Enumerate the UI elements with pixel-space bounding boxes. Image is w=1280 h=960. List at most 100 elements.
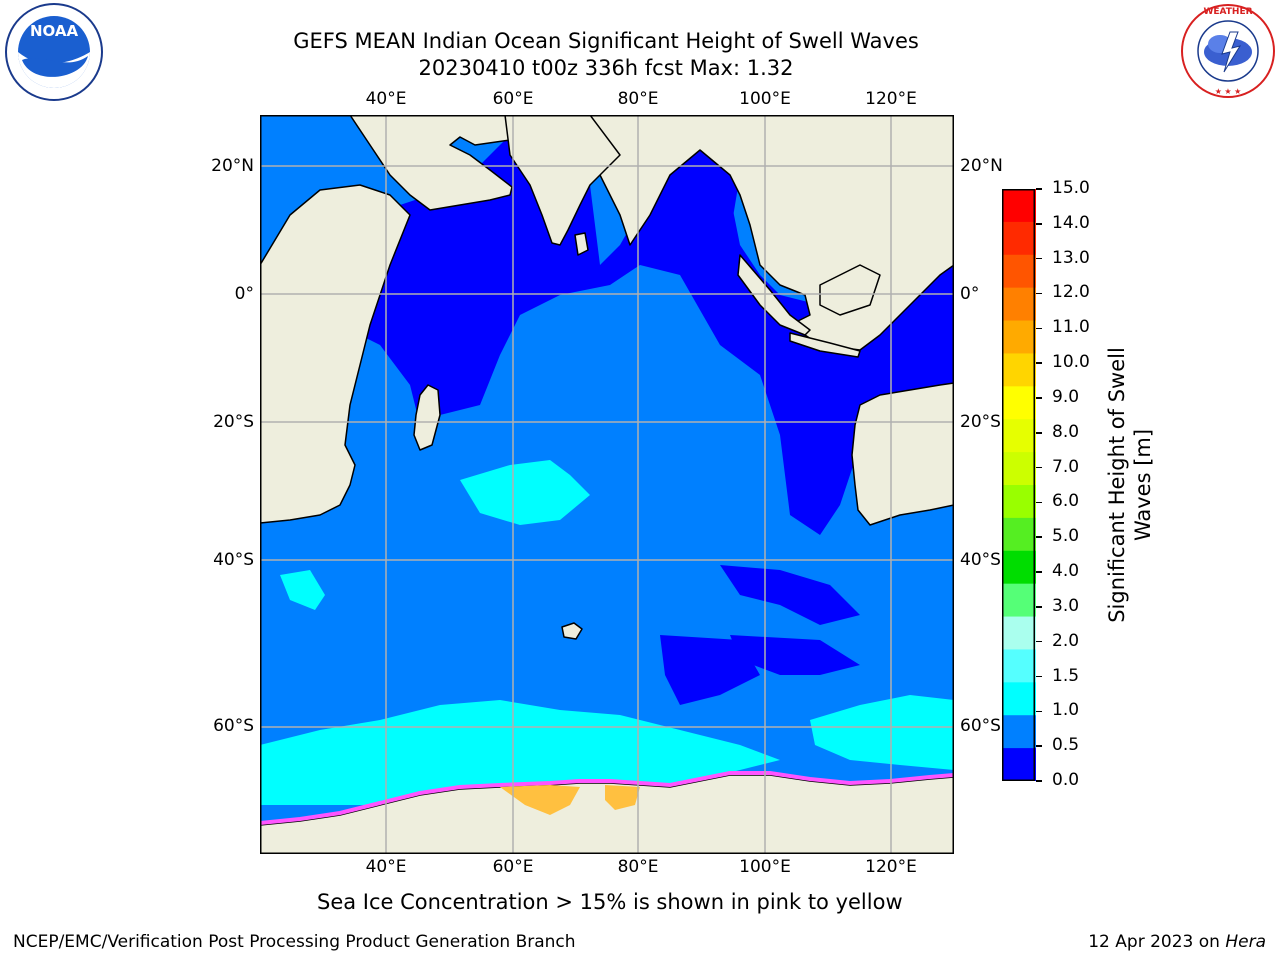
colorbar-tick-mark bbox=[1036, 780, 1042, 782]
lon-label-bottom: 120°E bbox=[865, 857, 917, 877]
lat-label-right: 20°N bbox=[960, 156, 1003, 176]
colorbar-tick-mark bbox=[1036, 466, 1042, 469]
colorbar-tick-label: 11.0 bbox=[1052, 317, 1090, 338]
high-swell-central bbox=[460, 460, 590, 525]
svg-text:WEATHER: WEATHER bbox=[1203, 7, 1252, 17]
colorbar-cell bbox=[1002, 287, 1036, 322]
map-frame bbox=[260, 115, 954, 854]
footer-date-text: 12 Apr 2023 on bbox=[1088, 932, 1226, 952]
colorbar-tick-mark bbox=[1036, 640, 1042, 643]
arabia-africa bbox=[260, 115, 954, 351]
lat-label-right: 40°S bbox=[960, 550, 1001, 570]
sea-ice-yellow bbox=[500, 785, 580, 815]
lon-label-bottom: 60°E bbox=[492, 857, 534, 877]
colorbar-tick-label: 1.5 bbox=[1052, 665, 1080, 686]
kerguelen bbox=[561, 622, 583, 640]
colorbar-label-line1: Significant Height of Swell bbox=[1105, 347, 1129, 623]
footer-branch: NCEP/EMC/Verification Post Processing Pr… bbox=[13, 932, 576, 952]
colorbar-label-line2: Waves [m] bbox=[1131, 428, 1155, 542]
colorbar-tick-mark bbox=[1036, 501, 1042, 504]
lat-label-left: 20°S bbox=[213, 412, 254, 432]
colorbar-tick-mark bbox=[1036, 536, 1042, 538]
colorbar-cell bbox=[1002, 320, 1036, 354]
colorbar-tick-label: 3.0 bbox=[1052, 595, 1080, 616]
svg-text:NOAA: NOAA bbox=[30, 22, 79, 40]
colorbar-tick-label: 4.0 bbox=[1052, 561, 1080, 582]
colorbar-cell bbox=[1002, 550, 1036, 585]
colorbar-tick-mark bbox=[1036, 257, 1042, 260]
colorbar-tick-mark bbox=[1036, 710, 1042, 713]
colorbar-cell bbox=[1002, 485, 1036, 519]
low-swell-north-ocean bbox=[360, 135, 954, 535]
colorbar-tick-mark bbox=[1036, 606, 1042, 608]
lon-label-bottom: 100°E bbox=[739, 857, 791, 877]
map-title: GEFS MEAN Indian Ocean Significant Heigh… bbox=[293, 29, 919, 53]
colorbar-tick-label: 9.0 bbox=[1052, 386, 1080, 407]
colorbar-tick-label: 8.0 bbox=[1052, 421, 1080, 442]
sea-ice-caption: Sea Ice Concentration > 15% is shown in … bbox=[317, 890, 903, 914]
east-africa bbox=[260, 184, 411, 524]
lat-label-left: 40°S bbox=[213, 550, 254, 570]
low-swell-south-3 bbox=[730, 635, 860, 675]
colorbar-tick-label: 0.0 bbox=[1052, 770, 1080, 790]
nws-logo: WEATHER ★ ★ ★ bbox=[1181, 4, 1275, 98]
colorbar-tick-mark bbox=[1036, 327, 1042, 330]
noaa-logo: NOAA bbox=[5, 3, 103, 101]
svg-text:★ ★ ★: ★ ★ ★ bbox=[1215, 87, 1242, 96]
lon-label-top: 80°E bbox=[617, 89, 659, 109]
lon-label-bottom: 40°E bbox=[365, 857, 407, 877]
lat-label-left: 60°S bbox=[213, 716, 254, 736]
lon-label-top: 100°E bbox=[739, 89, 791, 109]
low-swell-south bbox=[720, 565, 860, 625]
lon-label-top: 120°E bbox=[865, 89, 917, 109]
lat-label-right: 60°S bbox=[960, 716, 1001, 736]
india bbox=[504, 115, 621, 246]
colorbar-tick-mark bbox=[1036, 745, 1042, 747]
sea-ice-yellow-2 bbox=[605, 785, 640, 810]
java bbox=[789, 332, 861, 358]
colorbar-tick-mark bbox=[1036, 432, 1042, 434]
colorbar-tick-label: 0.5 bbox=[1052, 735, 1080, 756]
lat-label-right: 20°S bbox=[960, 412, 1001, 432]
sumatra bbox=[737, 254, 811, 336]
australia bbox=[851, 382, 954, 526]
colorbar-tick-label: 12.0 bbox=[1052, 282, 1090, 303]
map-subtitle: 20230410 t00z 336h fcst Max: 1.32 bbox=[418, 56, 794, 80]
colorbar-tick-label: 14.0 bbox=[1052, 212, 1090, 233]
colorbar-tick-mark bbox=[1036, 223, 1042, 225]
colorbar-tick-mark bbox=[1036, 292, 1042, 295]
colorbar-tick-label: 5.0 bbox=[1052, 526, 1080, 547]
colorbar-cell bbox=[1002, 189, 1036, 223]
colorbar bbox=[1002, 189, 1036, 781]
colorbar-tick-mark bbox=[1036, 397, 1042, 399]
colorbar-cell bbox=[1002, 748, 1036, 781]
graticule bbox=[260, 115, 954, 854]
colorbar-cell bbox=[1002, 386, 1036, 420]
lat-label-right: 0° bbox=[960, 284, 980, 304]
colorbar-tick-mark bbox=[1036, 362, 1042, 364]
footer-date: 12 Apr 2023 on Hera bbox=[1088, 932, 1266, 952]
colorbar-cell bbox=[1002, 221, 1036, 256]
footer-machine: Hera bbox=[1225, 932, 1266, 952]
lon-label-top: 40°E bbox=[365, 89, 407, 109]
low-swell-south-2 bbox=[660, 635, 760, 705]
colorbar-cell bbox=[1002, 353, 1036, 387]
sri-lanka bbox=[574, 232, 589, 256]
colorbar-cell bbox=[1002, 452, 1036, 486]
colorbar-tick-mark bbox=[1036, 571, 1042, 573]
colorbar-cell bbox=[1002, 254, 1036, 289]
map-panel bbox=[260, 115, 954, 854]
lon-label-top: 60°E bbox=[492, 89, 534, 109]
lat-label-left: 0° bbox=[234, 284, 254, 304]
colorbar-cell bbox=[1002, 583, 1036, 618]
colorbar-tick-label: 7.0 bbox=[1052, 456, 1080, 477]
borneo bbox=[819, 264, 881, 316]
colorbar-tick-label: 13.0 bbox=[1052, 247, 1090, 268]
colorbar-tick-mark bbox=[1036, 188, 1042, 190]
lon-label-bottom: 80°E bbox=[617, 857, 659, 877]
colorbar-tick-label: 1.0 bbox=[1052, 700, 1080, 721]
colorbar-cell bbox=[1002, 715, 1036, 749]
colorbar-cell bbox=[1002, 517, 1036, 552]
colorbar-cell bbox=[1002, 649, 1036, 683]
high-swell-south-east bbox=[810, 695, 954, 770]
